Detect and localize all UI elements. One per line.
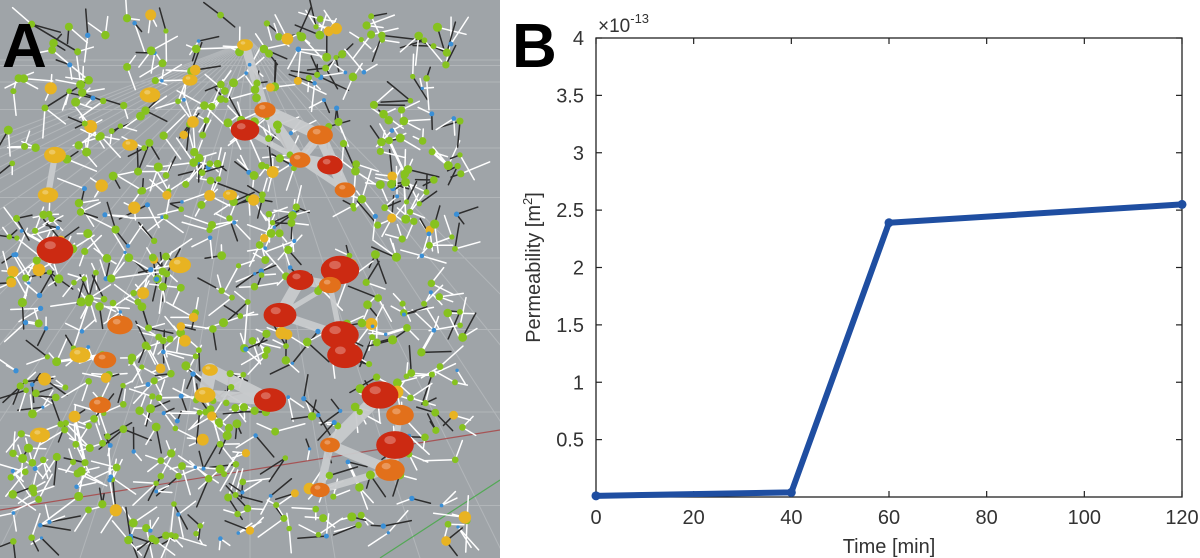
x-axis-label: Time [min] [843,536,936,558]
y-tick-label: 3.5 [556,85,584,107]
x-tick-label: 20 [683,507,705,529]
data-point [591,491,601,501]
y-tick-label: 2 [573,258,584,280]
y-tick-label: 1.5 [556,315,584,337]
axes-frame [595,37,1183,498]
panel-b-label: B [512,12,557,81]
plot-border [595,37,1183,498]
x-tick-label: 0 [590,507,601,529]
x-tick-label: 40 [780,507,802,529]
y-tick-label: 2.5 [556,200,584,222]
x-tick-label: 80 [976,507,998,529]
data-point [884,218,894,228]
panel-a-network-render: A [0,0,500,558]
series-layer [591,199,1187,501]
y-tick-label: 3 [573,143,584,165]
x-tick-label: 100 [1068,507,1101,529]
y-tick-label: 1 [573,372,584,394]
y-axis-ticks: 0.5 1 1.5 2 2.5 3 3.5 4 [556,28,1182,452]
x-axis-ticks: 0 20 40 60 80 100 120 [590,38,1199,529]
y-tick-label: 4 [573,28,584,50]
data-point [1177,199,1187,209]
x-tick-label: 120 [1165,507,1198,529]
panel-a-label: A [2,12,47,81]
y-axis-label: Permeability [m2] [520,192,545,343]
permeability-chart: 0 20 40 60 80 100 120 0.511.522.533.54 ×10-13 … [520,11,1199,558]
y-exponent-label: ×10-13 [598,11,649,37]
x-tick-label: 60 [878,507,900,529]
series-line [595,201,1183,499]
data-point [786,487,796,497]
y-tick-label: 0.5 [556,430,584,452]
pore-network-3d-icon [0,0,500,558]
